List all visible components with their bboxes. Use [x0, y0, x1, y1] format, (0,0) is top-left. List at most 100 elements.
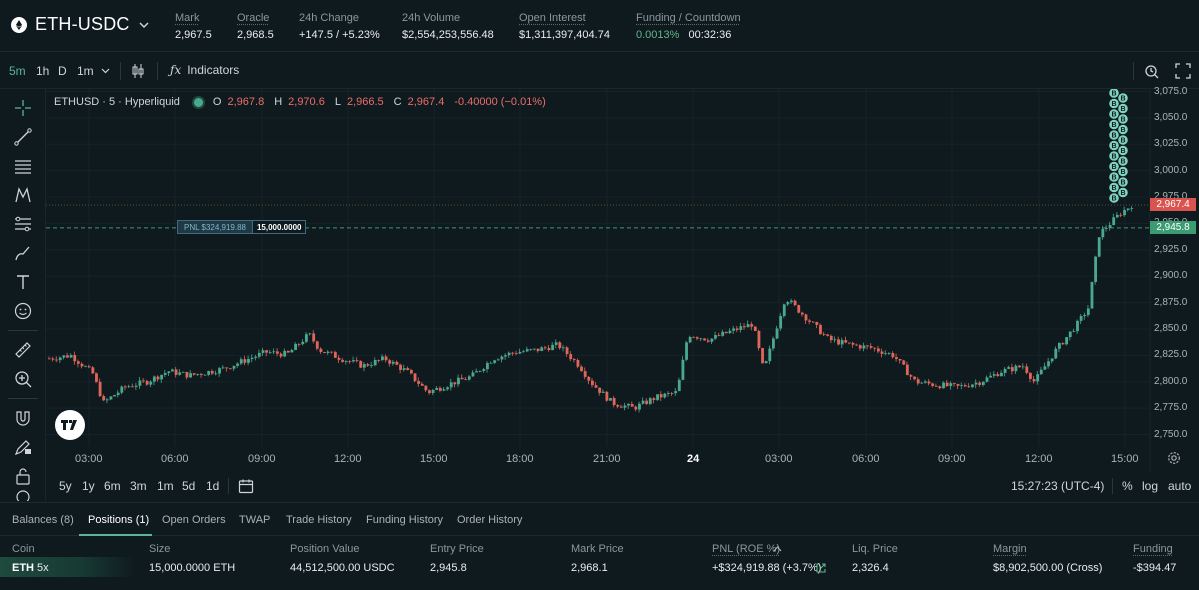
candle-body: [395, 361, 399, 365]
candle-body: [467, 376, 471, 380]
range-1d[interactable]: 1d: [206, 479, 220, 493]
candle-body: [808, 320, 812, 322]
interval-d[interactable]: D: [58, 64, 67, 78]
candle-body: [638, 403, 641, 410]
candle-body: [486, 363, 489, 370]
tab-twap[interactable]: TWAP: [239, 514, 271, 526]
candle-body: [931, 383, 935, 386]
time-axis-label: 06:00: [161, 453, 189, 465]
symbol-label[interactable]: ETHUSD · 5 · Hyperliquid: [54, 96, 180, 108]
tab-open-orders[interactable]: Open Orders: [162, 514, 226, 526]
candle-body: [196, 373, 200, 375]
candle-body: [229, 368, 232, 370]
price-axis-label: 2,775.0: [1154, 402, 1188, 414]
candle-body: [406, 368, 410, 371]
row-size: 15,000.0000 ETH: [149, 562, 236, 574]
chart-clock[interactable]: 15:27:23 (UTC-4): [1011, 479, 1105, 493]
tab-positions[interactable]: Positions (1): [88, 514, 150, 526]
position-label[interactable]: PNL $324,919.88 15,000.0000: [177, 220, 307, 234]
tool-divider: [8, 398, 38, 399]
share-external-icon[interactable]: [816, 563, 826, 573]
candle-body: [695, 337, 699, 339]
range-5y[interactable]: 5y: [59, 479, 72, 493]
crosshair-tool[interactable]: [12, 97, 34, 119]
pattern-tool[interactable]: [12, 184, 34, 206]
ruler-tool[interactable]: [12, 339, 34, 361]
brush-tool[interactable]: [12, 242, 34, 264]
candle-body: [457, 377, 460, 385]
candle-body: [837, 339, 840, 345]
indicators-fx-icon: ƒx: [170, 63, 182, 77]
candle-body: [634, 406, 638, 410]
screenshot-icon[interactable]: [1144, 63, 1160, 79]
funding-countdown: 00:32:36: [688, 29, 732, 41]
indicators-button[interactable]: ƒx Indicators: [170, 63, 239, 77]
candle-body: [677, 379, 681, 392]
magnet-tool[interactable]: [12, 407, 34, 429]
text-tool[interactable]: [12, 271, 34, 293]
candle-body: [243, 359, 247, 363]
candle-body: [286, 350, 290, 353]
candle-body: [1025, 366, 1029, 373]
interval-dropdown-icon[interactable]: [101, 68, 110, 74]
candle-body: [391, 361, 395, 364]
fib-tool[interactable]: [12, 213, 34, 235]
interval-1m[interactable]: 1m: [77, 64, 94, 78]
chart-settings-gear-icon[interactable]: [1167, 451, 1181, 465]
candle-body: [558, 342, 562, 349]
eye-tool[interactable]: [12, 489, 34, 501]
candle-body: [276, 351, 279, 354]
pair-selector[interactable]: ETH-USDC: [11, 14, 150, 35]
lock-tool[interactable]: [12, 465, 34, 487]
candle-body: [511, 352, 515, 354]
row-coin[interactable]: ETH: [12, 562, 34, 574]
candle-body: [250, 357, 254, 359]
zoom-tool[interactable]: [12, 368, 34, 390]
candle-body: [341, 359, 345, 362]
interval-1h[interactable]: 1h: [36, 64, 50, 78]
candle-body: [102, 396, 106, 401]
candle-body: [960, 385, 964, 386]
tradingview-logo[interactable]: [55, 410, 85, 440]
price-axis-label: 3,025.0: [1154, 138, 1188, 150]
buy-marker-label: B: [1111, 101, 1116, 108]
col-pnl[interactable]: PNL (ROE %): [712, 543, 781, 555]
tab-trade-history[interactable]: Trade History: [286, 514, 352, 526]
range-6m[interactable]: 6m: [104, 479, 121, 493]
candle-body: [554, 342, 558, 345]
time-axis-label: 09:00: [248, 453, 276, 465]
candle-body: [775, 328, 779, 339]
tab-funding-history[interactable]: Funding History: [366, 514, 444, 526]
sort-up-icon[interactable]: [773, 545, 782, 552]
candle-body: [670, 393, 674, 394]
eye-icon: [16, 490, 30, 501]
range-5d[interactable]: 5d: [182, 479, 196, 493]
range-1y[interactable]: 1y: [82, 479, 95, 493]
lock-drawing-tool[interactable]: [12, 436, 34, 458]
horizontal-lines-tool[interactable]: [12, 155, 34, 177]
range-3m[interactable]: 3m: [130, 479, 147, 493]
candles-icon[interactable]: [130, 63, 146, 79]
trend-line-tool[interactable]: [12, 126, 34, 148]
candle-body: [1021, 366, 1025, 368]
auto-scale-toggle[interactable]: auto: [1168, 479, 1192, 493]
toolbar-divider: [157, 62, 158, 80]
candle-body: [442, 389, 446, 391]
fullscreen-icon[interactable]: [1175, 63, 1191, 79]
volume-label: 24h Volume: [402, 12, 461, 24]
emoji-tool[interactable]: [12, 300, 34, 322]
candle-body: [493, 360, 497, 363]
candle-body: [178, 372, 182, 375]
buy-marker-label: B: [1120, 169, 1125, 176]
tab-balances[interactable]: Balances (8): [12, 514, 74, 526]
candle-body: [48, 358, 51, 360]
tab-order-history[interactable]: Order History: [457, 514, 523, 526]
calendar-icon[interactable]: [238, 478, 254, 494]
percent-scale-toggle[interactable]: %: [1122, 479, 1133, 493]
log-scale-toggle[interactable]: log: [1142, 479, 1159, 493]
interval-5m[interactable]: 5m: [9, 64, 26, 78]
candle-body: [753, 326, 757, 331]
range-1m[interactable]: 1m: [157, 479, 174, 493]
candle-body: [402, 368, 406, 370]
